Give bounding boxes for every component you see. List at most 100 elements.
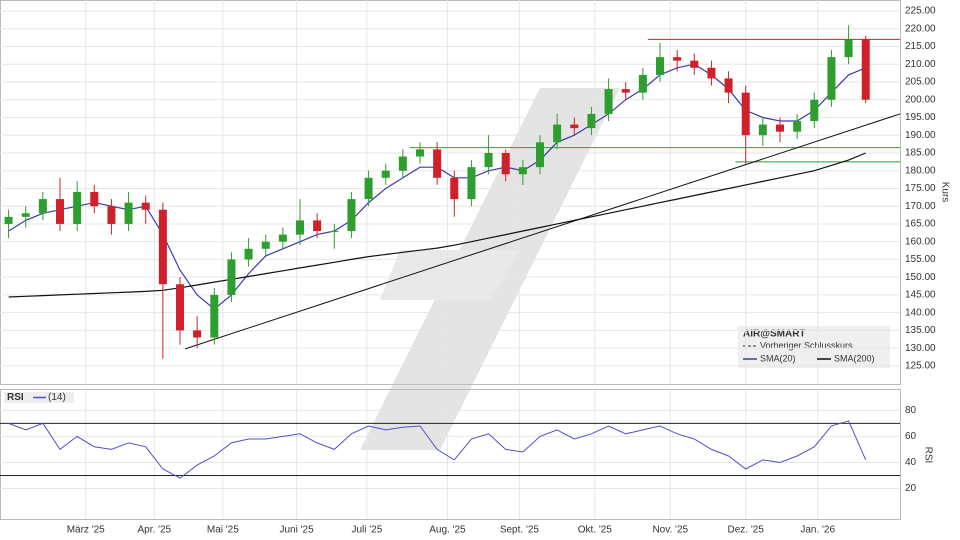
candle-body xyxy=(193,330,202,338)
candle-body xyxy=(604,89,613,114)
x-tick-label: Jan. '26 xyxy=(800,525,835,536)
y-tick-label: 215.00 xyxy=(905,41,936,52)
watermark xyxy=(380,250,520,300)
candle-body xyxy=(158,209,167,285)
y-tick-label: 190.00 xyxy=(905,130,936,141)
y-tick-label: 80 xyxy=(905,405,917,416)
candle-body xyxy=(227,259,236,295)
y-tick-label: 20 xyxy=(905,483,917,494)
candle-body xyxy=(90,192,99,207)
y-tick-label: 180.00 xyxy=(905,165,936,176)
candle-body xyxy=(553,124,562,143)
x-tick-label: Sept. '25 xyxy=(500,525,540,536)
candle-body xyxy=(73,192,82,224)
y-tick-label: 130.00 xyxy=(905,343,936,354)
y-tick-label: 140.00 xyxy=(905,307,936,318)
sma-line xyxy=(8,152,866,298)
legend-label: SMA(200) xyxy=(834,353,875,363)
candle-body xyxy=(741,92,750,136)
candle-body xyxy=(793,121,802,132)
y-tick-label: 195.00 xyxy=(905,112,936,123)
candle-body xyxy=(381,170,390,178)
legend-box xyxy=(738,326,890,368)
candle-body xyxy=(278,234,287,242)
x-tick-label: Aug. '25 xyxy=(429,525,466,536)
price-panel xyxy=(0,0,901,385)
candle-body xyxy=(638,74,647,93)
y-tick-label: 150.00 xyxy=(905,272,936,283)
y-tick-label: 170.00 xyxy=(905,201,936,212)
candle-body xyxy=(673,57,682,61)
candle-body xyxy=(467,167,476,200)
x-tick-label: Dez. '25 xyxy=(728,525,765,536)
y-tick-label: 220.00 xyxy=(905,23,936,34)
candle-body xyxy=(4,216,13,224)
y-tick-label: 210.00 xyxy=(905,59,936,70)
candle-body xyxy=(433,149,442,178)
candle-body xyxy=(296,220,304,235)
rsi-title: RSI xyxy=(7,392,24,403)
legend-title: AIR@SMART xyxy=(743,329,806,340)
y-tick-label: 135.00 xyxy=(905,325,936,336)
rsi-axis-label: RSI xyxy=(922,447,933,464)
x-tick-label: Okt. '25 xyxy=(578,525,613,536)
candle-body xyxy=(38,199,47,214)
candle-body xyxy=(707,67,716,79)
trendline xyxy=(184,113,901,350)
rsi-period: (14) xyxy=(48,392,66,403)
candle-body xyxy=(210,294,219,338)
y-tick-label: 165.00 xyxy=(905,219,936,230)
y-tick-label: 60 xyxy=(905,431,917,442)
candle-body xyxy=(827,57,836,100)
candle-body xyxy=(176,284,184,331)
candle-body xyxy=(416,149,424,157)
y-tick-label: 125.00 xyxy=(905,361,936,372)
candle-body xyxy=(776,124,784,132)
y-tick-label: 155.00 xyxy=(905,254,936,265)
y-tick-label: 145.00 xyxy=(905,290,936,301)
x-tick-label: Juni '25 xyxy=(279,525,314,536)
y-tick-label: 200.00 xyxy=(905,94,936,105)
candle-body xyxy=(261,241,270,249)
candle-body xyxy=(844,39,853,58)
x-tick-label: Juli '25 xyxy=(351,525,382,536)
candle-body xyxy=(536,142,544,168)
candle-body xyxy=(450,177,459,200)
y-tick-label: 160.00 xyxy=(905,236,936,247)
candle-body xyxy=(21,213,30,217)
candle-body xyxy=(621,89,630,93)
y-tick-label: 185.00 xyxy=(905,148,936,159)
candle-body xyxy=(141,202,150,210)
candle-body xyxy=(724,78,733,93)
legend-prev-close: Vorheriger Schlusskurs xyxy=(760,340,853,350)
candle-body xyxy=(587,113,596,129)
candle-body xyxy=(690,60,699,68)
rsi-line xyxy=(8,420,867,479)
candle-body xyxy=(124,202,133,224)
x-tick-label: Mai '25 xyxy=(207,525,239,536)
candle-body xyxy=(107,206,116,224)
candle-body xyxy=(758,124,767,136)
candle-body xyxy=(330,231,339,233)
candle-body xyxy=(810,99,819,122)
y-tick-label: 225.00 xyxy=(905,6,936,17)
x-tick-label: März '25 xyxy=(67,525,105,536)
candle-body xyxy=(484,152,493,168)
candle-body xyxy=(570,124,579,129)
y-tick-label: 175.00 xyxy=(905,183,936,194)
rsi-panel xyxy=(0,389,901,520)
y-axis-label: Kurs xyxy=(939,182,950,203)
candle-body xyxy=(56,199,64,224)
candle-body xyxy=(861,39,870,100)
candle-body xyxy=(347,199,356,232)
candle-body xyxy=(313,220,322,232)
y-tick-label: 205.00 xyxy=(905,77,936,88)
legend-label: SMA(20) xyxy=(760,353,796,363)
candle-body xyxy=(518,167,527,175)
y-tick-label: 40 xyxy=(905,457,917,468)
candle-body xyxy=(398,156,407,171)
candle-body xyxy=(364,177,373,200)
x-tick-label: Apr. '25 xyxy=(137,525,171,536)
candle-body xyxy=(656,57,664,75)
